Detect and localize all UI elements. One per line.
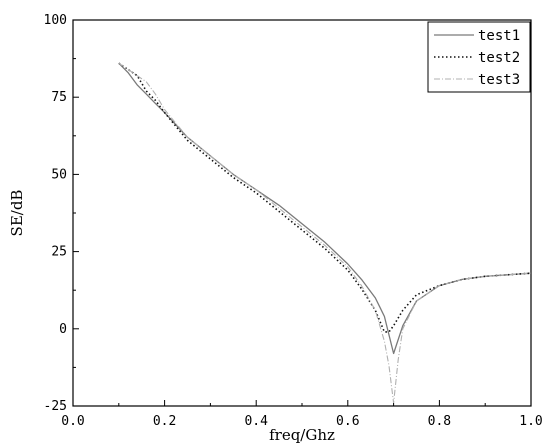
y-tick-label: -25 [44,399,67,414]
legend-label-test3: test3 [478,72,520,88]
ticks-layer: 0.0 0.2 0.4 0.6 0.8 1.0 -25 0 25 50 75 100 [44,13,543,429]
y-tick-label: 100 [44,13,67,28]
series-line-test3 [118,62,532,404]
legend-label-test1: test1 [478,28,520,44]
legend-box [427,21,531,93]
x-tick-label: 1.0 [519,414,542,429]
legend-label-test2: test2 [478,50,520,66]
series-layer [118,62,532,404]
y-tick-label: 25 [51,245,67,260]
x-tick-label: 0.6 [336,414,359,429]
x-axis-label: freq/Ghz [269,426,335,444]
x-tick-label: 0.0 [61,414,84,429]
y-tick-label: 50 [51,167,67,182]
legend: test1 test2 test3 [427,21,531,93]
y-tick-label: 75 [51,90,67,105]
series-line-test1 [118,62,532,355]
x-tick-label: 0.2 [153,414,176,429]
x-tick-label: 0.8 [428,414,451,429]
series-line-test2 [118,62,532,333]
x-tick-label: 0.4 [244,414,268,429]
y-axis-label: SE/dB [8,190,26,237]
y-tick-label: 0 [59,322,67,337]
